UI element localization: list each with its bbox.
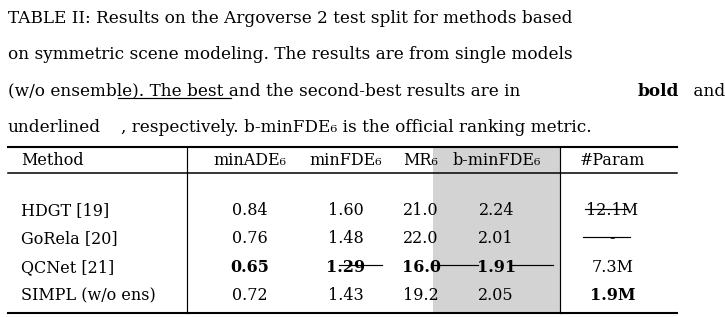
Text: 22.0: 22.0 xyxy=(403,230,439,248)
Text: 2.24: 2.24 xyxy=(478,202,514,219)
Text: 12.1M: 12.1M xyxy=(587,202,639,219)
Text: b-minFDE₆: b-minFDE₆ xyxy=(452,152,540,169)
Text: HDGT [19]: HDGT [19] xyxy=(21,202,109,219)
Text: 0.72: 0.72 xyxy=(232,287,268,304)
Text: 1.29: 1.29 xyxy=(326,259,365,276)
Text: 0.84: 0.84 xyxy=(232,202,268,219)
Text: -: - xyxy=(610,230,616,248)
Text: MR₆: MR₆ xyxy=(404,152,439,169)
Text: 1.60: 1.60 xyxy=(328,202,364,219)
Text: #Param: #Param xyxy=(580,152,645,169)
Text: 2.01: 2.01 xyxy=(478,230,514,248)
Text: 0.76: 0.76 xyxy=(232,230,268,248)
Text: 1.91: 1.91 xyxy=(476,259,515,276)
Text: 19.2: 19.2 xyxy=(403,287,439,304)
Text: SIMPL (w/o ens): SIMPL (w/o ens) xyxy=(21,287,156,304)
Text: , respectively. b-minFDE₆ is the official ranking metric.: , respectively. b-minFDE₆ is the officia… xyxy=(121,119,592,136)
Text: 21.0: 21.0 xyxy=(403,202,439,219)
Text: underlined: underlined xyxy=(7,119,101,136)
Text: 0.65: 0.65 xyxy=(231,259,270,276)
Text: bold: bold xyxy=(637,83,679,100)
Text: 16.0: 16.0 xyxy=(402,259,441,276)
Text: minADE₆: minADE₆ xyxy=(214,152,286,169)
Text: minFDE₆: minFDE₆ xyxy=(310,152,382,169)
Text: 1.48: 1.48 xyxy=(328,230,364,248)
Text: (w/o ensemble). The best and the second-best results are in: (w/o ensemble). The best and the second-… xyxy=(7,83,526,100)
Text: 1.43: 1.43 xyxy=(328,287,364,304)
Text: QCNet [21]: QCNet [21] xyxy=(21,259,115,276)
Text: TABLE II: Results on the Argoverse 2 test split for methods based: TABLE II: Results on the Argoverse 2 tes… xyxy=(7,10,572,27)
Text: 7.3M: 7.3M xyxy=(592,259,634,276)
Text: on symmetric scene modeling. The results are from single models: on symmetric scene modeling. The results… xyxy=(7,47,572,63)
Text: GoRela [20]: GoRela [20] xyxy=(21,230,118,248)
Text: 2.05: 2.05 xyxy=(478,287,514,304)
Text: Method: Method xyxy=(21,152,84,169)
Text: 1.9M: 1.9M xyxy=(589,287,635,304)
Bar xyxy=(434,147,560,313)
Text: and: and xyxy=(688,83,725,100)
